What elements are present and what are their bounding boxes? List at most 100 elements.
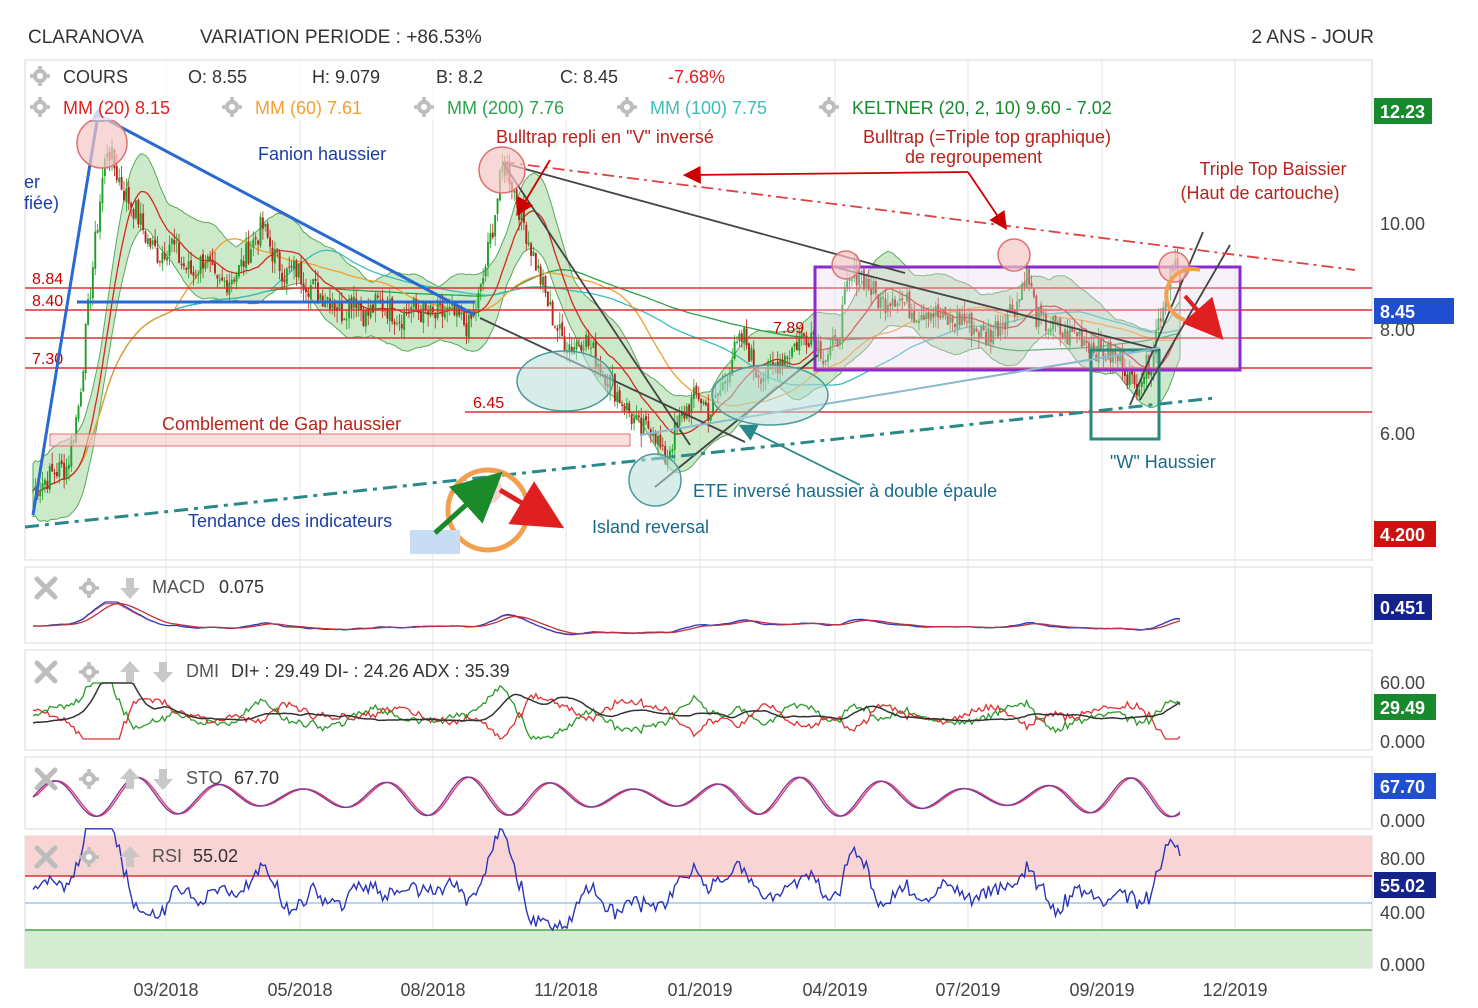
candle-body — [688, 404, 691, 416]
x-axis: 03/2018 05/2018 08/2018 11/2018 01/2019 04/20… — [133, 980, 1267, 1000]
arrow-down-icon[interactable] — [120, 578, 140, 599]
candle-body — [1128, 371, 1131, 386]
level-789-label: 7.89 — [773, 320, 804, 337]
candle-body — [293, 261, 295, 269]
candle-body — [32, 490, 34, 492]
candle-body — [247, 241, 250, 264]
candle-body — [151, 240, 154, 245]
candle-body — [1143, 376, 1146, 384]
candle-body — [798, 337, 801, 351]
candle-body — [89, 297, 92, 299]
open-value: O: 8.55 — [188, 67, 247, 87]
candle-body — [281, 272, 283, 282]
candle-body — [906, 293, 908, 302]
arrow-up-icon[interactable] — [120, 661, 140, 682]
candle-body — [314, 278, 317, 281]
badge-rsi-text: 55.02 — [1380, 876, 1425, 896]
candle-body — [877, 294, 880, 309]
candle-body — [348, 298, 351, 319]
candle-body — [127, 187, 130, 204]
arrow-down-icon[interactable] — [153, 769, 173, 790]
gear-icon[interactable] — [79, 578, 99, 598]
close-icon[interactable] — [37, 663, 55, 681]
candle-body — [704, 402, 707, 406]
candle-body — [79, 392, 82, 407]
candle-body — [65, 466, 68, 478]
candle-body — [800, 332, 803, 337]
rsi-title: RSI — [152, 846, 182, 866]
candle-body — [254, 237, 257, 240]
candle-body — [702, 401, 705, 404]
candle-body — [307, 293, 310, 297]
candle-body — [192, 271, 195, 276]
candle-body — [403, 311, 406, 331]
candle-body — [616, 392, 619, 403]
candle-body — [185, 268, 188, 270]
candle-body — [1119, 350, 1122, 362]
sto-lines — [32, 776, 1181, 818]
candle-body — [273, 249, 276, 264]
candle-body — [237, 265, 240, 277]
candle-body — [975, 328, 978, 332]
x-tick-label: 04/2019 — [802, 980, 867, 1000]
candle-body — [786, 357, 789, 359]
sto-title: STO — [186, 768, 223, 788]
symbol-title: CLARANOVA — [28, 27, 144, 48]
candle-body — [977, 331, 980, 339]
candle-body — [156, 247, 159, 263]
candle-body — [206, 256, 209, 263]
annot-ete: ETE inversé haussier à double épaule — [693, 481, 997, 501]
candle-body — [867, 278, 870, 290]
candle-body — [621, 404, 624, 406]
ete-head — [628, 453, 682, 507]
candle-body — [934, 306, 937, 316]
candle-body — [1044, 313, 1047, 331]
arrow-down-icon[interactable] — [153, 662, 173, 683]
candle-body — [1162, 307, 1165, 323]
candle-body — [261, 217, 264, 229]
candle-body — [266, 223, 269, 238]
candle-body — [405, 312, 408, 314]
candle-body — [941, 308, 944, 318]
candle-body — [628, 403, 631, 414]
candle-body — [252, 239, 255, 248]
close-icon[interactable] — [37, 579, 55, 597]
candle-body — [1121, 349, 1124, 372]
candle-body — [673, 422, 676, 450]
candle-body — [39, 490, 42, 497]
candle-body — [1092, 342, 1095, 353]
candle-body — [585, 334, 588, 348]
period-label[interactable]: 2 ANS - JOUR — [1252, 27, 1374, 48]
candle-body — [944, 307, 947, 316]
annot-triple-top-1: Triple Top Baissier — [1199, 159, 1346, 179]
candle-body — [305, 288, 307, 293]
candle-body — [1025, 267, 1028, 288]
circle-top-5 — [1158, 251, 1190, 283]
candle-body — [283, 279, 286, 282]
candle-body — [769, 362, 772, 364]
annot-tendance: Tendance des indicateurs — [188, 511, 392, 531]
candle-body — [285, 268, 288, 285]
gear-icon[interactable] — [819, 97, 839, 117]
candle-body — [328, 298, 331, 310]
candle-body — [918, 320, 920, 323]
candle-body — [695, 385, 698, 394]
rsi-tick-80: 80.00 — [1380, 849, 1425, 869]
candle-body — [752, 349, 755, 369]
candle-body — [894, 299, 897, 307]
gear-icon[interactable] — [79, 662, 99, 682]
badge-price-last-text: 8.45 — [1380, 302, 1415, 322]
candle-body — [953, 323, 956, 328]
gear-icon[interactable] — [79, 769, 99, 789]
candle-body — [518, 206, 521, 221]
rsi-overbought-zone — [25, 836, 1372, 876]
candle-body — [889, 303, 892, 307]
candle-body — [970, 312, 973, 336]
x-tick-label: 11/2018 — [534, 980, 598, 1000]
candle-body — [958, 312, 961, 325]
candle-body — [532, 251, 535, 257]
candle-body — [460, 312, 463, 315]
annot-cut-1: er — [24, 172, 40, 192]
mm20-label: MM (20) 8.15 — [63, 98, 170, 118]
